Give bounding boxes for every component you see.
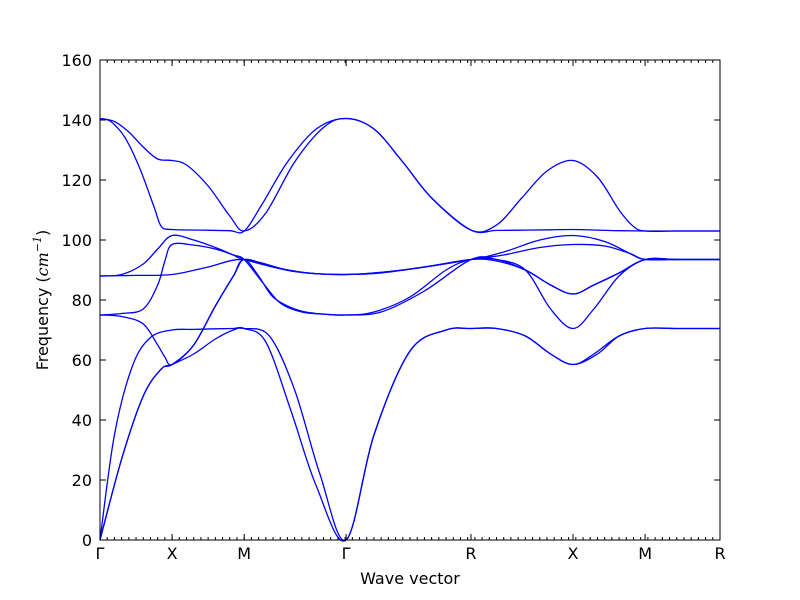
y-axis-unit-base: cm (33, 252, 52, 276)
x-tick-label: R (714, 544, 725, 563)
y-axis-unit-superscript: −1 (31, 236, 44, 252)
x-axis-label: Wave vector (360, 569, 460, 588)
y-tick-label: 80 (72, 291, 92, 310)
y-tick-label: 100 (61, 231, 92, 250)
x-tick-label: X (167, 544, 178, 563)
y-axis-unit-open: ( (33, 276, 52, 282)
y-axis-unit-close: ) (33, 230, 52, 236)
tick-layer: 0 20 40 60 80 100 120 140 160 Γ X M Γ R X M R (61, 51, 725, 563)
x-tick-label: M (237, 544, 251, 563)
y-tick-label: 20 (72, 471, 92, 490)
x-tick-label: M (638, 544, 652, 563)
series-line-7 (99, 234, 720, 277)
x-tick-label: Γ (96, 544, 105, 563)
series-line-2 (99, 326, 720, 542)
y-tick-label: 120 (61, 171, 92, 190)
series-line-8 (99, 117, 720, 234)
series-line-9 (99, 117, 720, 233)
x-tick-label: Γ (342, 544, 351, 563)
series-line-1 (99, 327, 720, 542)
y-axis-label-text: Frequency (33, 288, 52, 371)
y-tick-label: 140 (61, 111, 92, 130)
x-tick-label: R (465, 544, 476, 563)
series-line-4 (99, 257, 720, 366)
y-tick-label: 0 (82, 531, 92, 550)
y-axis-label: Frequency (cm−1) (31, 230, 52, 371)
series-line-5 (99, 242, 720, 330)
series-line-6 (99, 243, 720, 277)
y-tick-label: 60 (72, 351, 92, 370)
y-tick-label: 40 (72, 411, 92, 430)
x-tick-label: X (568, 544, 579, 563)
series-line-3 (99, 257, 720, 541)
series-layer (99, 117, 720, 542)
plot-frame (99, 59, 721, 541)
y-tick-label: 160 (61, 51, 92, 70)
